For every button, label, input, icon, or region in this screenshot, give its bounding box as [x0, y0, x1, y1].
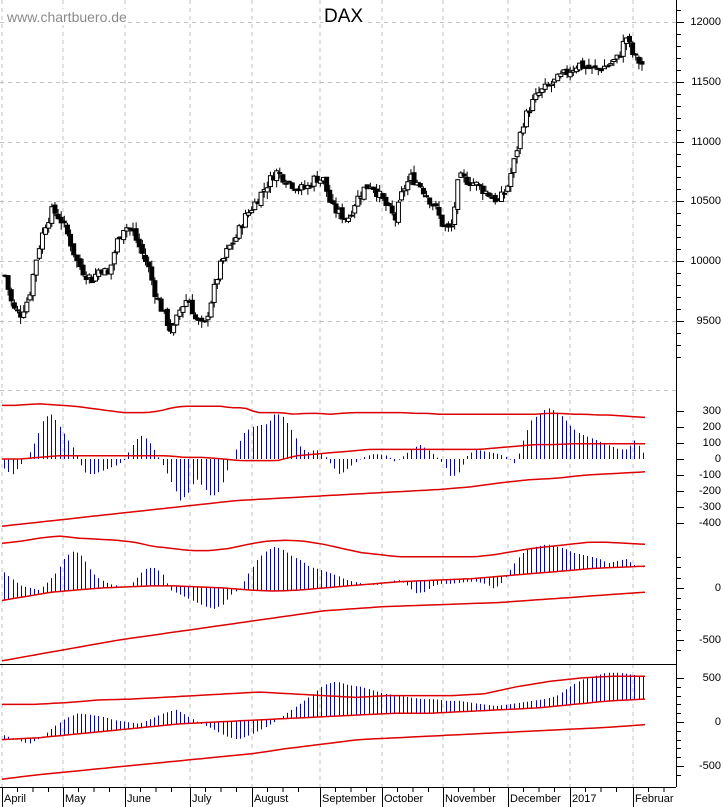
- y-tick-label: 0: [714, 715, 721, 728]
- y-tick-label: 12000: [690, 15, 721, 28]
- candles: [2, 33, 645, 336]
- y-tick-label: 11500: [691, 75, 721, 88]
- indicator-3: [1, 672, 646, 780]
- x-tick-label: December: [510, 793, 561, 805]
- x-tick-label: April: [4, 793, 27, 805]
- y-tick-label: -100: [698, 468, 721, 481]
- y-tick-label: 10500: [690, 194, 721, 207]
- y-tick-label: 100: [702, 436, 721, 449]
- grid: [0, 0, 676, 787]
- x-tick-label: May: [65, 793, 86, 805]
- y-tick-label: 200: [702, 420, 721, 433]
- y-tick-label: -400: [698, 516, 721, 529]
- y-tick-label: -200: [698, 484, 721, 497]
- x-tick-label: July: [192, 793, 212, 805]
- y-tick-label: 11000: [691, 135, 721, 148]
- indicator-1: [1, 403, 646, 527]
- y-tick-label: -500: [698, 759, 721, 772]
- x-tick-label: October: [384, 793, 424, 805]
- y-tick-label: -500: [698, 633, 721, 646]
- x-tick-label: 2017: [572, 793, 597, 805]
- y-tick-label: -300: [698, 500, 721, 513]
- y-tick-label: 0: [714, 581, 721, 594]
- y-tick-label: 500: [702, 671, 721, 684]
- watermark: www.chartbuero.de: [6, 9, 128, 25]
- y-tick-label: 0: [714, 452, 721, 465]
- x-tick-label: June: [127, 793, 151, 805]
- y-tick-label: 300: [702, 404, 721, 417]
- indicator-2: [1, 535, 646, 662]
- y-tick-label: 9500: [696, 314, 721, 327]
- x-tick-label: September: [322, 793, 376, 805]
- x-tick-label: Februar: [635, 793, 674, 805]
- chart-title: DAX: [323, 6, 365, 28]
- x-tick-label: August: [254, 793, 289, 805]
- x-tick-label: November: [445, 793, 496, 805]
- y-tick-label: 10000: [690, 254, 721, 267]
